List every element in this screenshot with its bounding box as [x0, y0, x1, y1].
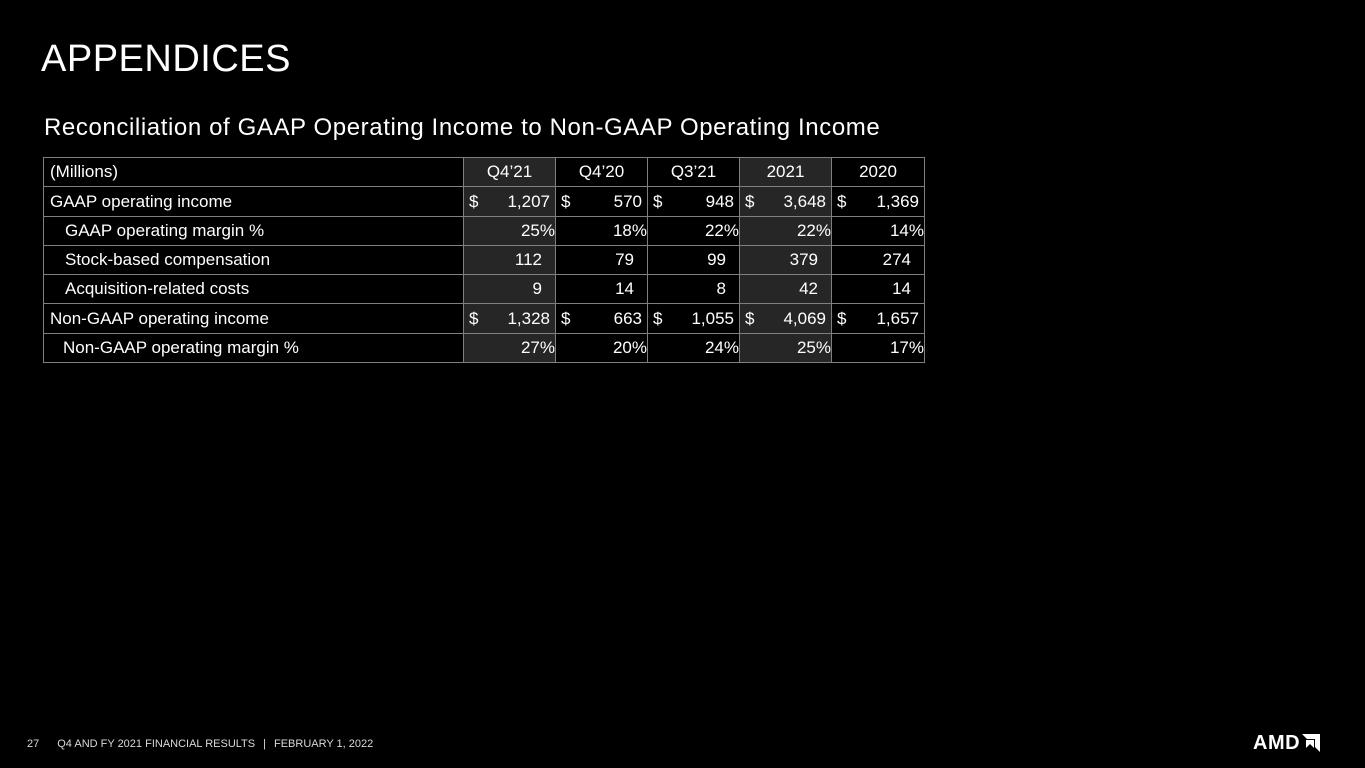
row-label: GAAP operating margin % — [43, 216, 464, 246]
logo-text: AMD — [1253, 732, 1301, 754]
row-value: 112 — [463, 245, 556, 275]
row-value: 27% — [463, 333, 556, 363]
value-amount: 3,648 — [783, 191, 826, 211]
amd-arrow-icon — [1302, 734, 1321, 752]
value-amount: 948 — [705, 191, 734, 211]
footer-date: FEBRUARY 1, 2022 — [273, 738, 374, 750]
currency-symbol: $ — [837, 191, 847, 211]
row-label: GAAP operating income — [43, 186, 464, 217]
reconciliation-table: (Millions) Q4’21 Q4’20 Q3’21 2021 2020 G… — [43, 157, 925, 363]
row-value: 20% — [555, 333, 648, 363]
row-value: 14% — [831, 216, 925, 246]
row-value: 8 — [647, 274, 740, 304]
table-row: Non-GAAP operating income $1,328 $663 $1,05… — [43, 303, 925, 334]
row-value: 24% — [647, 333, 740, 363]
currency-symbol: $ — [469, 191, 479, 211]
row-label: Non-GAAP operating income — [43, 303, 464, 334]
row-value: 25% — [463, 216, 556, 246]
row-value: $570 — [555, 186, 648, 217]
currency-symbol: $ — [745, 308, 755, 328]
page-number: 27 — [27, 738, 40, 750]
row-value: 274 — [831, 245, 925, 275]
value-amount: 1,055 — [691, 308, 734, 328]
table-row: GAAP operating margin % 25% 18% 22% 22% 14% — [43, 216, 925, 246]
table-row: Acquisition-related costs 9 14 8 42 14 — [43, 274, 925, 304]
row-value: 9 — [463, 274, 556, 304]
footer-separator: | — [263, 738, 266, 750]
row-value: $1,657 — [831, 303, 925, 334]
header-q3-21: Q3’21 — [647, 157, 740, 187]
header-2020: 2020 — [831, 157, 925, 187]
table-row: GAAP operating income $1,207 $570 $948 $3,64… — [43, 186, 925, 217]
table-row: Stock-based compensation 112 79 99 379 274 — [43, 245, 925, 275]
footer: 27 Q4 AND FY 2021 FINANCIAL RESULTS | FE… — [27, 737, 373, 751]
footer-report-title: Q4 AND FY 2021 FINANCIAL RESULTS — [57, 738, 256, 750]
row-value: 18% — [555, 216, 648, 246]
row-value: 99 — [647, 245, 740, 275]
table-title: Reconciliation of GAAP Operating Income … — [44, 114, 881, 141]
header-label: (Millions) — [43, 157, 464, 187]
value-amount: 1,657 — [876, 308, 919, 328]
row-label: Acquisition-related costs — [43, 274, 464, 304]
table-header-row: (Millions) Q4’21 Q4’20 Q3’21 2021 2020 — [43, 157, 925, 187]
row-value: $1,055 — [647, 303, 740, 334]
row-value: 22% — [647, 216, 740, 246]
value-amount: 1,328 — [507, 308, 550, 328]
row-value: 22% — [739, 216, 832, 246]
header-2021: 2021 — [739, 157, 832, 187]
header-q4-21: Q4’21 — [463, 157, 556, 187]
value-amount: 663 — [613, 308, 642, 328]
row-value: 17% — [831, 333, 925, 363]
currency-symbol: $ — [561, 191, 571, 211]
currency-symbol: $ — [653, 308, 663, 328]
row-value: $663 — [555, 303, 648, 334]
table-row: Non-GAAP operating margin % 27% 20% 24% 25% 1… — [43, 333, 925, 363]
amd-logo: AMD — [1253, 732, 1321, 754]
header-q4-20: Q4’20 — [555, 157, 648, 187]
row-value: $1,207 — [463, 186, 556, 217]
value-amount: 1,207 — [507, 191, 550, 211]
row-value: $3,648 — [739, 186, 832, 217]
currency-symbol: $ — [653, 191, 663, 211]
currency-symbol: $ — [561, 308, 571, 328]
row-value: $4,069 — [739, 303, 832, 334]
row-value: $1,369 — [831, 186, 925, 217]
row-value: 379 — [739, 245, 832, 275]
currency-symbol: $ — [837, 308, 847, 328]
row-value: $1,328 — [463, 303, 556, 334]
currency-symbol: $ — [469, 308, 479, 328]
row-label: Stock-based compensation — [43, 245, 464, 275]
row-value: $948 — [647, 186, 740, 217]
value-amount: 1,369 — [876, 191, 919, 211]
row-value: 14 — [831, 274, 925, 304]
row-value: 25% — [739, 333, 832, 363]
page-title: APPENDICES — [41, 38, 291, 80]
value-amount: 570 — [613, 191, 642, 211]
row-value: 79 — [555, 245, 648, 275]
row-label: Non-GAAP operating margin % — [43, 333, 464, 363]
value-amount: 4,069 — [783, 308, 826, 328]
row-value: 42 — [739, 274, 832, 304]
row-value: 14 — [555, 274, 648, 304]
currency-symbol: $ — [745, 191, 755, 211]
